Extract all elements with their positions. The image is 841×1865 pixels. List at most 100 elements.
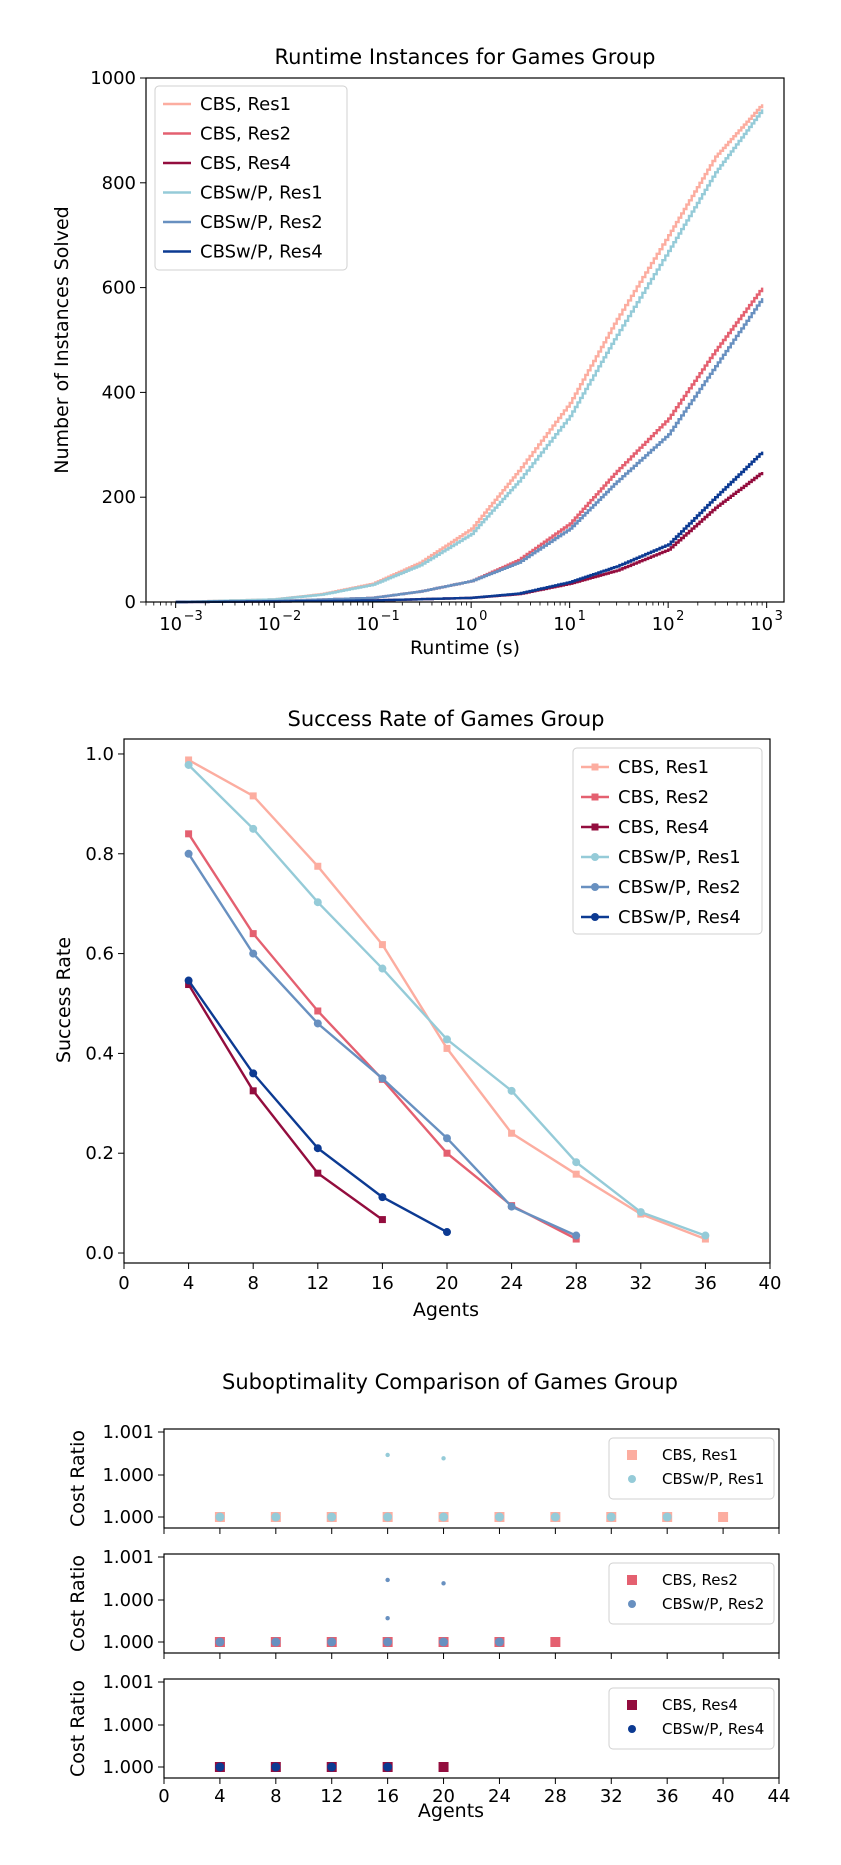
chart3-xtick-label: 12 [320, 1786, 343, 1807]
chart2-xtick-label: 36 [694, 1273, 717, 1294]
chart3-point-cbsw-p-res1 [662, 1512, 672, 1522]
chart3-ytick-label: 1.000 [102, 1715, 154, 1736]
chart1-xtick-label: 10 −2 [258, 609, 302, 635]
chart2-point-cbsw-p-res4 [378, 1193, 387, 1202]
chart3-point-cbsw-p-res1 [271, 1512, 281, 1522]
chart3-panel-2: 1.000 1.000 1.001 Cost Ratio CBS, Res2 CBSw/P… [67, 1547, 780, 1659]
chart3-legend-label: CBSw/P, Res1 [662, 1470, 764, 1488]
chart3-xtick-label: 36 [656, 1786, 679, 1807]
chart3-point-cbsw-p-res2 [271, 1637, 281, 1647]
chart3-point-cbsw-p-res2 [439, 1637, 449, 1647]
chart1-xtick-base: 10 [159, 614, 182, 635]
chart3-point-cbsw-p-res1 [441, 1456, 446, 1461]
chart2-point-cbsw-p-res2 [572, 1231, 581, 1240]
chart3-xlabel: Agents [418, 1800, 484, 1822]
chart3-ylabel: Cost Ratio [67, 1555, 89, 1652]
chart3-point-cbsw-p-res1 [550, 1512, 560, 1522]
chart1-xtick-exponent: −2 [282, 609, 301, 624]
chart3-legend-2: CBS, Res2 CBSw/P, Res2 [608, 1562, 775, 1625]
chart2-legend: CBS, Res1 CBS, Res2 CBS, Res4 CBSw/P, Res1 C… [572, 747, 763, 935]
chart2-xtick-label: 0 [118, 1273, 129, 1294]
chart3-legend-marker [627, 1575, 637, 1585]
chart2-point-cbs-res1 [378, 941, 386, 949]
chart2-legend-label: CBS, Res2 [618, 787, 709, 808]
chart3-panel-1: 1.000 1.000 1.001 Cost Ratio CBS, Res1 CBSw/P… [67, 1422, 780, 1534]
chart3-ytick-label: 1.001 [102, 1422, 154, 1443]
chart3-point-cbsw-p-res2 [327, 1637, 337, 1647]
chart2-point-cbsw-p-res1 [507, 1086, 516, 1095]
success-rate-chart: Success Rate of Games Group 0 4 8 12 16 20 24 2… [53, 707, 781, 1321]
chart3-point-cbsw-p-res4 [271, 1762, 281, 1772]
chart3-legend-marker [627, 1450, 637, 1460]
chart3-ytick-label: 1.000 [102, 1632, 154, 1653]
suboptimality-chart: Suboptimality Comparison of Games Group … [67, 1370, 790, 1822]
chart1-xtick-exponent: 3 [775, 609, 783, 624]
chart1-ytick-label: 600 [102, 278, 136, 299]
chart1-xtick-label: 10 3 [750, 609, 783, 635]
chart2-point-cbsw-p-res1 [636, 1208, 645, 1217]
chart2-series-cbs-res2 [187, 833, 577, 1241]
chart3-legend-marker [628, 1725, 636, 1733]
chart3-panel-frame [163, 1678, 780, 1779]
chart2-point-cbsw-p-res2 [249, 949, 258, 958]
chart2-legend-marker [591, 793, 599, 801]
chart3-point-cbsw-p-res1 [494, 1512, 504, 1522]
chart3-legend-box [608, 1687, 775, 1750]
chart2-point-cbs-res2 [443, 1149, 451, 1157]
chart3-panel-frame [163, 1553, 780, 1654]
chart2-xtick-label: 20 [436, 1273, 459, 1294]
chart3-legend-label: CBS, Res1 [662, 1446, 738, 1464]
chart2-ytick-label: 0.8 [85, 844, 114, 865]
chart3-point-cbsw-p-res2 [494, 1637, 504, 1647]
chart3-point-cbsw-p-res1 [606, 1512, 616, 1522]
chart3-point-cbsw-p-res1 [383, 1512, 393, 1522]
chart3-point-cbsw-p-res2 [385, 1616, 390, 1621]
chart2-legend-label: CBSw/P, Res1 [618, 847, 741, 868]
chart2-point-cbsw-p-res4 [313, 1144, 322, 1153]
chart1-legend-label: CBS, Res1 [200, 94, 291, 115]
chart2-point-cbsw-p-res1 [572, 1158, 581, 1167]
chart3-panel-frame [163, 1428, 780, 1529]
chart2-point-cbs-res1 [185, 756, 193, 764]
chart1-xtick-base: 10 [356, 614, 379, 635]
chart1-series-cbs-res2 [175, 287, 764, 604]
chart2-point-cbsw-p-res1 [378, 964, 387, 973]
chart3-xtick-label: 32 [600, 1786, 623, 1807]
chart1-xtick-base: 10 [258, 614, 281, 635]
chart3-ytick-label: 1.000 [102, 1507, 154, 1528]
chart1-series-cbsw-p-res1 [175, 109, 764, 604]
chart3-title: Suboptimality Comparison of Games Group [222, 1370, 678, 1394]
chart1-legend-label: CBSw/P, Res2 [200, 212, 323, 233]
chart2-point-cbsw-p-res2 [184, 849, 193, 858]
chart1-legend-label: CBS, Res4 [200, 153, 291, 174]
chart2-point-cbs-res1 [572, 1170, 580, 1178]
chart1-series-cbsw-p-res2 [175, 298, 764, 604]
chart2-point-cbsw-p-res2 [378, 1074, 387, 1083]
chart2-ytick-label: 0.4 [85, 1043, 114, 1064]
chart3-ytick-label: 1.000 [102, 1590, 154, 1611]
chart2-legend-label: CBS, Res1 [618, 757, 709, 778]
chart2-xtick-label: 24 [500, 1273, 523, 1294]
chart2-series-cbs-res4 [187, 983, 384, 1221]
chart3-point-cbsw-p-res1 [439, 1512, 449, 1522]
chart3-xtick-label: 0 [158, 1786, 169, 1807]
chart2-xlabel: Agents [413, 1299, 479, 1321]
chart1-ytick-label: 200 [102, 487, 136, 508]
chart2-xtick-label: 28 [565, 1273, 588, 1294]
chart1-xtick-exponent: −3 [184, 609, 203, 624]
chart1-legend-label: CBSw/P, Res1 [200, 183, 323, 204]
chart1-xtick-exponent: −1 [381, 609, 400, 624]
chart3-legend-label: CBS, Res2 [662, 1571, 738, 1589]
chart2-legend-label: CBSw/P, Res4 [618, 907, 741, 928]
chart2-point-cbs-res1 [314, 862, 322, 870]
chart1-frame [145, 77, 785, 603]
chart2-point-cbsw-p-res1 [443, 1035, 451, 1044]
chart2-point-cbs-res1 [443, 1044, 451, 1052]
chart3-legend-marker [627, 1700, 637, 1710]
chart3-legend-marker [628, 1475, 636, 1483]
chart3-legend-3: CBS, Res4 CBSw/P, Res4 [608, 1687, 775, 1750]
chart2-series-cbsw-p-res4 [187, 979, 448, 1234]
chart1-ytick-label: 800 [102, 173, 136, 194]
chart1-xtick-label: 10 −3 [159, 609, 203, 635]
